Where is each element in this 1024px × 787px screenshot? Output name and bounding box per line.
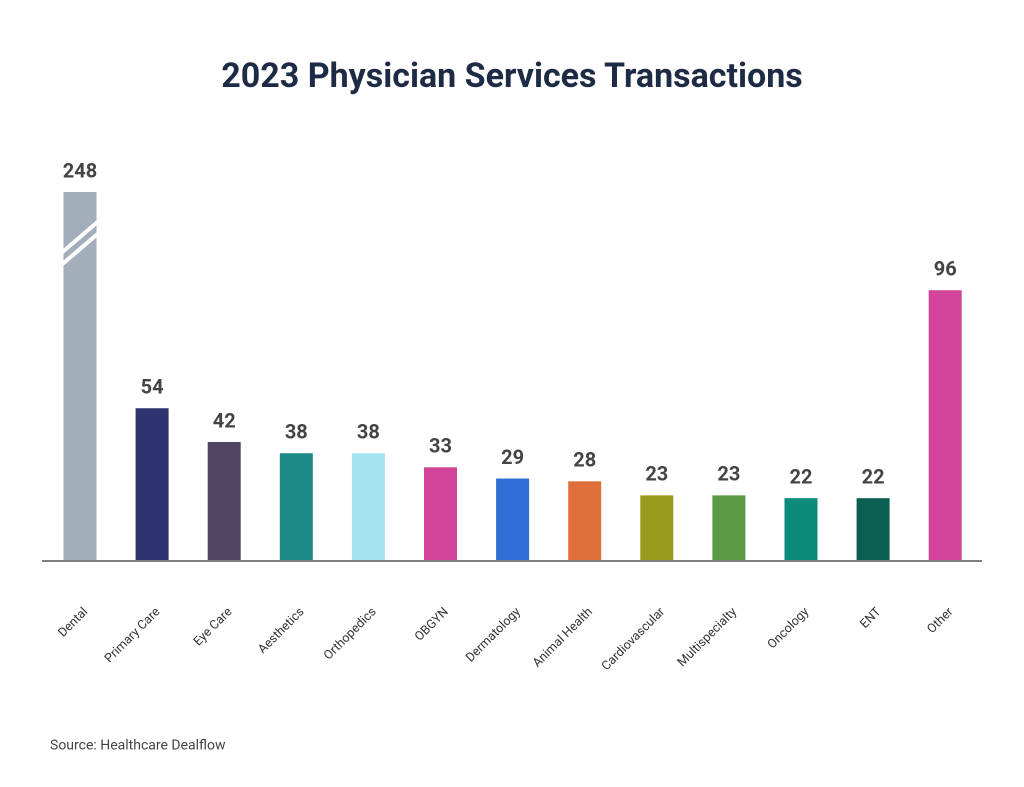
- bar: [712, 495, 746, 560]
- bar: [784, 498, 818, 560]
- x-tick-label: Dermatology: [463, 604, 524, 665]
- value-label: 23: [717, 462, 740, 486]
- x-tick-label: Orthopedics: [321, 605, 380, 664]
- bar: [568, 481, 602, 560]
- x-tick-label: Dental: [55, 605, 91, 641]
- value-label: 23: [645, 462, 668, 486]
- source: Source: Healthcare Dealflow: [50, 738, 226, 754]
- chart-title: 2023 Physician Services Transactions: [221, 56, 802, 96]
- x-tick-label: Animal Health: [530, 604, 596, 670]
- value-label: 33: [429, 434, 452, 458]
- value-label: 29: [501, 445, 524, 469]
- value-label: 38: [285, 420, 308, 444]
- bar: [424, 467, 457, 560]
- value-label: 96: [934, 257, 957, 281]
- bar: [856, 498, 890, 560]
- x-tick-label: OBGYN: [412, 605, 452, 645]
- bar: [63, 192, 97, 560]
- value-label: 54: [141, 375, 164, 399]
- x-tick-label: Multispecialty: [675, 604, 740, 669]
- x-tick-label: Other: [924, 604, 957, 637]
- x-tick-label: Oncology: [765, 604, 813, 652]
- bar: [928, 290, 962, 560]
- bar: [351, 453, 385, 560]
- value-label: 22: [862, 464, 885, 488]
- value-label: 42: [213, 408, 236, 432]
- bar: [640, 495, 674, 560]
- x-tick-label: Cardiovascular: [599, 604, 669, 674]
- bar: [496, 478, 530, 560]
- x-tick-label: ENT: [857, 604, 884, 631]
- bar: [279, 453, 313, 560]
- value-label: 28: [573, 448, 596, 472]
- x-tick-label: Aesthetics: [255, 605, 307, 657]
- value-label: 38: [357, 420, 380, 444]
- bar: [135, 408, 169, 560]
- x-tick-label: Primary Care: [102, 604, 164, 666]
- axis-break: [61, 220, 99, 254]
- value-label: 22: [790, 464, 813, 488]
- axis-break: [61, 232, 99, 266]
- bar: [207, 441, 241, 560]
- x-tick-label: Eye Care: [191, 604, 236, 649]
- value-label: 248: [63, 158, 97, 182]
